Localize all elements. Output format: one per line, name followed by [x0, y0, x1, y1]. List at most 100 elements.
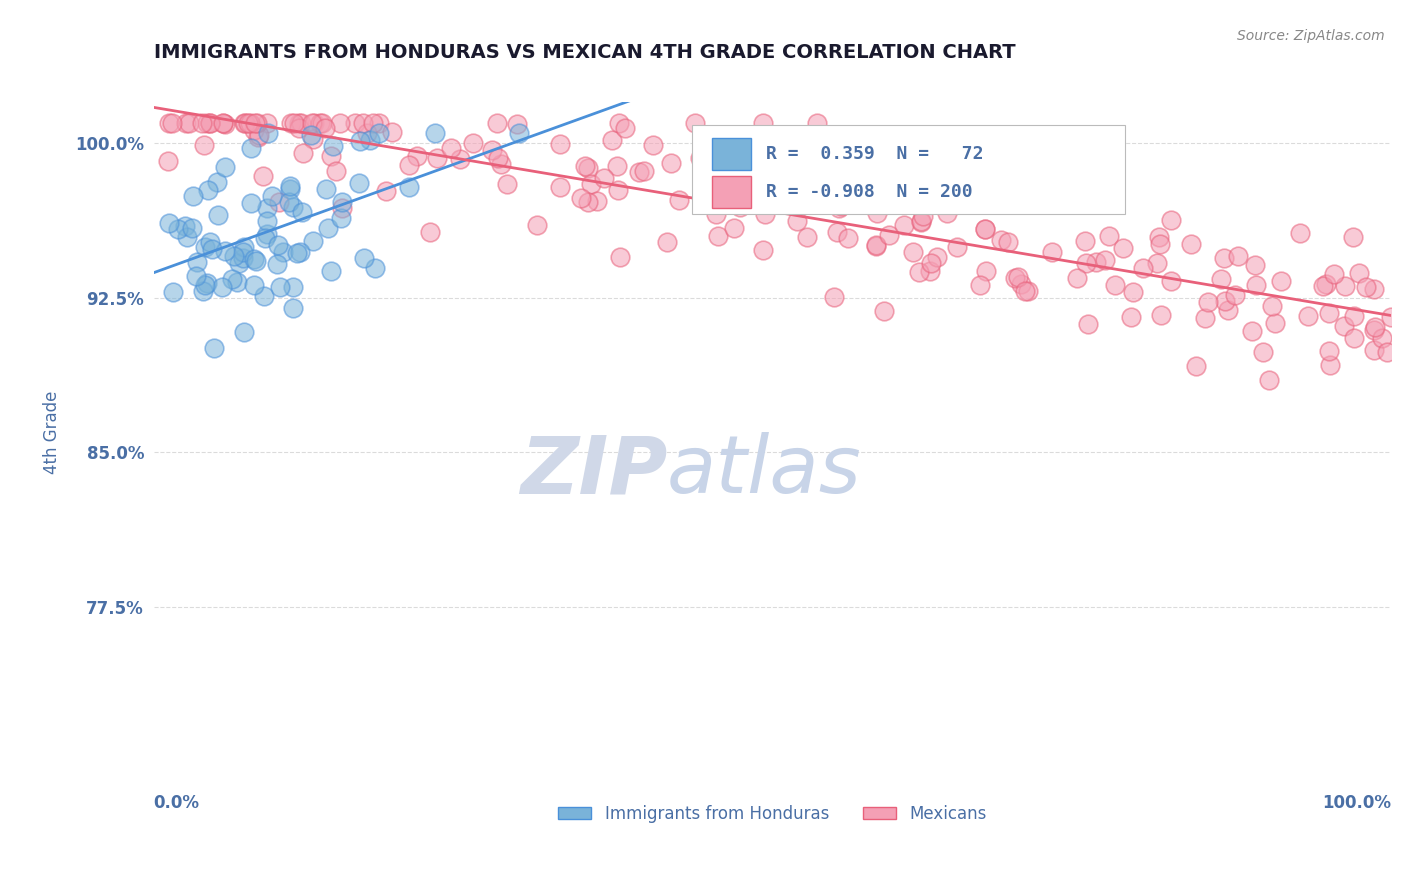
- Point: [181, 188, 204, 202]
- Point: [281, 301, 304, 315]
- Point: [1379, 310, 1402, 324]
- FancyBboxPatch shape: [711, 138, 751, 170]
- Text: ZIP: ZIP: [520, 433, 668, 510]
- Point: [1010, 277, 1032, 292]
- Point: [329, 211, 352, 225]
- Point: [716, 194, 738, 208]
- Point: [1066, 271, 1088, 285]
- Point: [240, 196, 263, 211]
- Point: [242, 252, 264, 266]
- Point: [301, 234, 323, 248]
- Point: [593, 171, 616, 186]
- Point: [205, 175, 228, 189]
- Point: [704, 207, 727, 221]
- Point: [765, 197, 787, 211]
- Point: [194, 278, 217, 293]
- Point: [330, 202, 353, 216]
- Point: [697, 145, 720, 159]
- Point: [176, 230, 198, 244]
- Point: [246, 129, 269, 144]
- Legend: Immigrants from Honduras, Mexicans: Immigrants from Honduras, Mexicans: [551, 798, 993, 830]
- Point: [319, 149, 342, 163]
- Point: [361, 115, 384, 129]
- Point: [256, 214, 278, 228]
- Point: [633, 164, 655, 178]
- Point: [353, 251, 375, 265]
- Point: [508, 126, 530, 140]
- Point: [278, 182, 301, 196]
- Point: [280, 115, 302, 129]
- Point: [1180, 236, 1202, 251]
- Point: [221, 271, 243, 285]
- Point: [1317, 343, 1340, 358]
- Point: [668, 194, 690, 208]
- Point: [179, 115, 201, 129]
- Point: [167, 221, 190, 235]
- Point: [246, 115, 269, 129]
- Point: [602, 133, 624, 147]
- Point: [157, 216, 180, 230]
- Point: [1213, 293, 1236, 308]
- Text: 0.0%: 0.0%: [153, 794, 200, 812]
- Point: [973, 221, 995, 235]
- Point: [1241, 324, 1264, 338]
- Point: [426, 152, 449, 166]
- Point: [198, 115, 221, 129]
- Point: [245, 254, 267, 268]
- Point: [830, 199, 852, 213]
- Point: [322, 138, 344, 153]
- Point: [214, 160, 236, 174]
- Point: [486, 151, 509, 165]
- Point: [267, 194, 290, 209]
- Point: [287, 115, 309, 129]
- Point: [271, 245, 294, 260]
- Point: [267, 238, 290, 252]
- FancyBboxPatch shape: [711, 176, 751, 208]
- Point: [1375, 345, 1398, 359]
- Point: [920, 255, 942, 269]
- Point: [574, 160, 596, 174]
- Point: [247, 128, 270, 143]
- Point: [1264, 316, 1286, 330]
- Point: [550, 179, 572, 194]
- Point: [256, 115, 278, 129]
- Point: [837, 231, 859, 245]
- Point: [288, 120, 311, 135]
- Point: [359, 132, 381, 146]
- Point: [865, 238, 887, 252]
- Point: [607, 115, 630, 129]
- Point: [1149, 230, 1171, 244]
- Point: [628, 165, 651, 179]
- Point: [198, 115, 221, 129]
- Point: [828, 202, 851, 216]
- Point: [872, 304, 894, 318]
- Point: [343, 115, 366, 129]
- Point: [728, 200, 751, 214]
- Point: [907, 265, 929, 279]
- Point: [920, 263, 942, 277]
- Text: 100.0%: 100.0%: [1322, 794, 1391, 812]
- Point: [375, 184, 398, 198]
- Point: [786, 153, 808, 168]
- Point: [277, 195, 299, 210]
- FancyBboxPatch shape: [692, 125, 1125, 214]
- Point: [1355, 279, 1378, 293]
- Point: [232, 326, 254, 340]
- Point: [1112, 241, 1135, 255]
- Point: [256, 201, 278, 215]
- Point: [496, 178, 519, 192]
- Point: [700, 166, 723, 180]
- Point: [1364, 323, 1386, 337]
- Point: [232, 115, 254, 129]
- Text: R = -0.908  N = 200: R = -0.908 N = 200: [766, 183, 973, 201]
- Point: [825, 225, 848, 239]
- Point: [224, 249, 246, 263]
- Point: [1334, 279, 1357, 293]
- Point: [1017, 284, 1039, 298]
- Point: [1040, 245, 1063, 260]
- Point: [1149, 308, 1171, 322]
- Point: [440, 141, 463, 155]
- Point: [281, 280, 304, 294]
- Point: [606, 183, 628, 197]
- Point: [1261, 299, 1284, 313]
